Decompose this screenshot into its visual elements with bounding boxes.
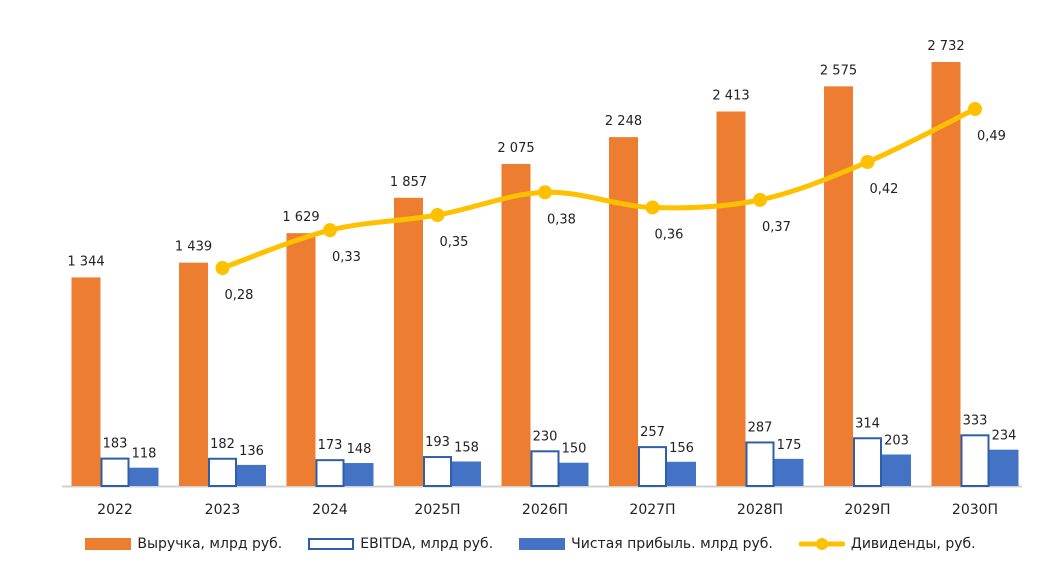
x-tick-label: 2026П <box>522 502 568 518</box>
legend-label: EBITDA, млрд руб. <box>360 536 494 552</box>
data-label: 234 <box>992 429 1017 444</box>
net-profit-bar <box>129 467 159 486</box>
legend-item: Дивиденды, руб. <box>798 536 976 552</box>
revenue-bar <box>71 277 101 486</box>
legend-item: Чистая прибыль. млрд руб. <box>519 536 773 552</box>
net-profit-bar <box>989 449 1019 486</box>
legend-label: Дивиденды, руб. <box>850 536 976 552</box>
dividend-label: 0,49 <box>977 129 1006 144</box>
ebitda-bar <box>745 441 775 488</box>
x-tick-label: 2028П <box>737 502 783 518</box>
legend-item: Выручка, млрд руб. <box>85 536 282 552</box>
ebitda-bar <box>853 437 882 488</box>
net-profit-bar <box>237 464 266 486</box>
data-label: 175 <box>777 438 802 453</box>
legend-label: Чистая прибыль. млрд руб. <box>571 536 773 552</box>
dividend-label: 0,33 <box>332 250 361 265</box>
revenue-bar <box>179 262 208 486</box>
ebitda-bar <box>638 446 667 487</box>
data-label: 182 <box>210 437 235 452</box>
revenue-bar <box>394 197 423 486</box>
data-label: 314 <box>855 416 880 431</box>
dividend-label: 0,42 <box>870 182 899 197</box>
net-profit-bar <box>774 458 804 486</box>
data-label: 118 <box>132 447 157 462</box>
dividend-point <box>323 223 337 238</box>
ebitda-bar <box>100 457 130 487</box>
legend-swatch <box>85 538 132 550</box>
data-label: 158 <box>454 440 479 455</box>
dividend-label: 0,36 <box>655 227 684 242</box>
revenue-bar <box>286 233 316 486</box>
dividends-line <box>220 106 978 271</box>
data-label: 2 248 <box>605 114 642 129</box>
dividend-label: 0,38 <box>547 212 576 227</box>
net-profit-bar <box>344 463 374 486</box>
legend: Выручка, млрд руб. EBITDA, млрд руб. Чиста… <box>0 536 1061 552</box>
data-label: 2 075 <box>497 141 534 156</box>
data-label: 1 857 <box>390 175 427 190</box>
data-label: 333 <box>963 413 988 428</box>
data-label: 257 <box>640 425 665 440</box>
dividend-label: 0,37 <box>762 220 791 235</box>
data-label: 136 <box>239 444 264 459</box>
data-label: 287 <box>748 420 773 435</box>
dividend-point <box>753 192 767 207</box>
data-label: 183 <box>103 437 128 452</box>
chart: 2022 2023 2024 2025П 2026П 2027П 2028П 2029П 203… <box>62 39 1022 518</box>
data-label: 173 <box>318 438 343 453</box>
ebitda-bar <box>960 434 990 488</box>
net-profit-bar <box>882 454 911 486</box>
x-tick-label: 2025П <box>414 502 460 518</box>
legend-swatch <box>519 538 566 550</box>
net-profit-bar <box>559 462 589 486</box>
dividend-point <box>430 208 445 223</box>
data-label: 230 <box>533 429 558 444</box>
dividend-label: 0,35 <box>440 235 469 250</box>
revenue-bar <box>609 137 638 486</box>
data-label: 2 732 <box>927 39 964 54</box>
ebitda-bar <box>315 459 345 488</box>
legend-swatch <box>308 538 355 550</box>
revenue-bar <box>931 62 961 486</box>
data-label: 2 575 <box>820 63 857 78</box>
dividend-point <box>538 185 552 200</box>
data-label: 2 413 <box>712 89 749 104</box>
ebitda-bar <box>423 456 452 487</box>
dividend-label: 0,28 <box>225 288 254 303</box>
revenue-bar <box>824 86 853 487</box>
x-tick-label: 2022 <box>97 502 133 518</box>
ebitda-bar <box>208 457 237 488</box>
data-label: 193 <box>425 435 450 450</box>
data-label: 148 <box>347 442 372 457</box>
x-tick-label: 2027П <box>629 502 675 518</box>
legend-line-marker <box>798 538 845 550</box>
x-tick-label: 2024 <box>312 502 348 518</box>
legend-item: EBITDA, млрд руб. <box>308 536 493 552</box>
net-profit-bar <box>667 461 696 486</box>
net-profit-bar <box>452 461 481 486</box>
dividend-point <box>215 261 230 275</box>
dividend-point <box>968 102 982 117</box>
revenue-bar <box>716 111 746 486</box>
data-label: 150 <box>562 442 587 457</box>
data-label: 156 <box>669 441 694 456</box>
ebitda-bar <box>530 450 560 487</box>
dividend-point <box>860 155 875 170</box>
legend-label: Выручка, млрд руб. <box>137 536 283 552</box>
x-tick-label: 2029П <box>844 502 890 518</box>
revenue-bar <box>501 163 531 487</box>
data-label: 1 439 <box>175 240 212 255</box>
data-label: 1 344 <box>67 254 104 269</box>
data-label: 1 629 <box>282 210 319 225</box>
dividend-point <box>645 200 660 215</box>
x-tick-label: 2023 <box>205 502 241 518</box>
data-label: 203 <box>884 433 909 448</box>
x-tick-label: 2030П <box>952 502 998 518</box>
